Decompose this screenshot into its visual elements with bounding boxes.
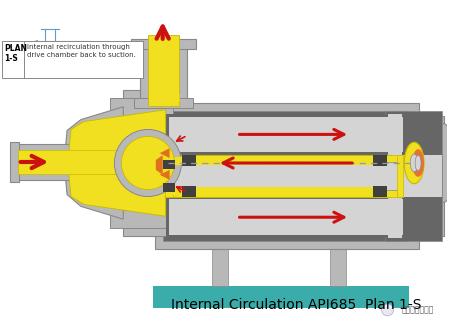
Bar [166, 114, 406, 238]
Ellipse shape [412, 149, 424, 177]
Bar [387, 114, 402, 155]
Ellipse shape [415, 155, 421, 171]
Bar [183, 186, 196, 197]
Polygon shape [64, 107, 123, 219]
Bar [387, 197, 402, 238]
Polygon shape [156, 155, 163, 175]
Bar [380, 155, 401, 197]
Bar [2, 41, 143, 78]
Ellipse shape [121, 136, 174, 189]
Bar [183, 155, 196, 166]
Bar [140, 41, 188, 102]
Polygon shape [111, 98, 173, 116]
Bar [39, 43, 54, 55]
Polygon shape [160, 148, 169, 158]
Ellipse shape [410, 154, 418, 172]
Bar [166, 197, 406, 238]
Bar [330, 249, 346, 286]
Bar [169, 117, 403, 152]
Text: Internal Circulation API685  Plan 1-S: Internal Circulation API685 Plan 1-S [171, 298, 421, 312]
Bar [163, 162, 400, 189]
Ellipse shape [434, 124, 453, 202]
Bar [385, 111, 442, 241]
Bar [18, 150, 126, 174]
Polygon shape [148, 94, 179, 102]
Bar [10, 142, 19, 182]
Bar [397, 155, 403, 197]
Bar [163, 160, 174, 169]
Bar [212, 249, 228, 286]
Bar [148, 35, 179, 106]
Bar [131, 39, 196, 49]
Bar [14, 144, 132, 180]
Bar [134, 98, 193, 108]
Bar [173, 157, 380, 165]
Bar [395, 116, 444, 236]
Bar [163, 183, 174, 192]
Bar [165, 155, 173, 197]
Bar [153, 286, 409, 308]
Bar [169, 200, 403, 235]
Text: Internal recirculation through
drive chamber back to suction.: Internal recirculation through drive cha… [27, 44, 135, 58]
Bar [373, 186, 386, 197]
Bar [373, 155, 386, 166]
Bar [387, 155, 442, 197]
Bar [163, 111, 409, 241]
Polygon shape [160, 170, 169, 180]
Bar [165, 187, 391, 197]
Ellipse shape [381, 304, 394, 316]
Bar [155, 103, 419, 249]
Bar [123, 90, 169, 236]
Bar [165, 155, 391, 165]
Polygon shape [111, 210, 173, 228]
Polygon shape [68, 110, 166, 216]
Text: 石化绿科技咨询: 石化绿科技咨询 [401, 306, 434, 314]
Ellipse shape [404, 142, 424, 184]
Bar [173, 187, 380, 195]
Bar [166, 114, 406, 155]
Text: PLAN
1-S: PLAN 1-S [4, 44, 27, 63]
Ellipse shape [115, 129, 182, 197]
